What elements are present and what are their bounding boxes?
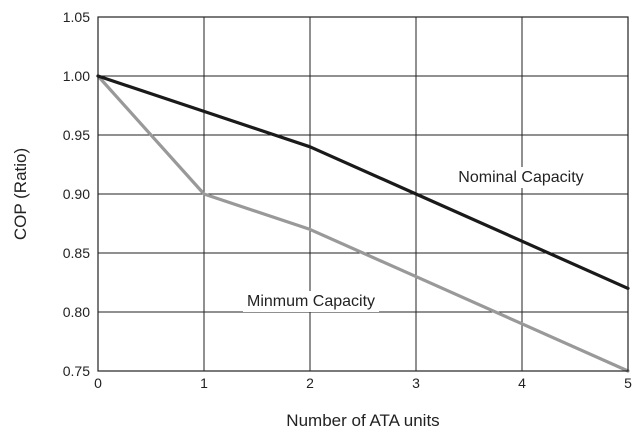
- minimum-capacity-annotation: Minmum Capacity: [242, 291, 380, 312]
- y-axis-title: COP (Ratio): [11, 148, 30, 240]
- x-tick-label: 1: [200, 375, 208, 391]
- y-tick-label: 0.80: [63, 304, 90, 320]
- series-lines: [96, 74, 630, 373]
- minimum-capacity-label: Minmum Capacity: [247, 293, 375, 310]
- y-tick-label: 0.90: [63, 186, 90, 202]
- grid-lines: [97, 16, 629, 372]
- minimum-capacity-line: [96, 74, 630, 373]
- x-axis-title: Number of ATA units: [286, 411, 439, 430]
- tick-labels: 0 1 2 3 4 5 0.75 0.80 0.85 0.90 0.95 1.00 1.05: [63, 9, 632, 391]
- y-tick-label: 0.75: [63, 363, 90, 379]
- x-tick-label: 2: [306, 375, 314, 391]
- y-tick-label: 1.05: [63, 9, 90, 25]
- nominal-capacity-label: Nominal Capacity: [458, 169, 583, 186]
- nominal-capacity-annotation: Nominal Capacity: [454, 167, 588, 188]
- plot-frame: [97, 16, 629, 372]
- y-tick-label: 1.00: [63, 68, 90, 84]
- x-tick-label: 4: [518, 375, 526, 391]
- nominal-capacity-line: [96, 74, 630, 290]
- x-tick-label: 3: [412, 375, 420, 391]
- y-tick-label: 0.85: [63, 245, 90, 261]
- x-tick-label: 0: [94, 375, 102, 391]
- y-tick-label: 0.95: [63, 127, 90, 143]
- x-tick-label: 5: [624, 375, 632, 391]
